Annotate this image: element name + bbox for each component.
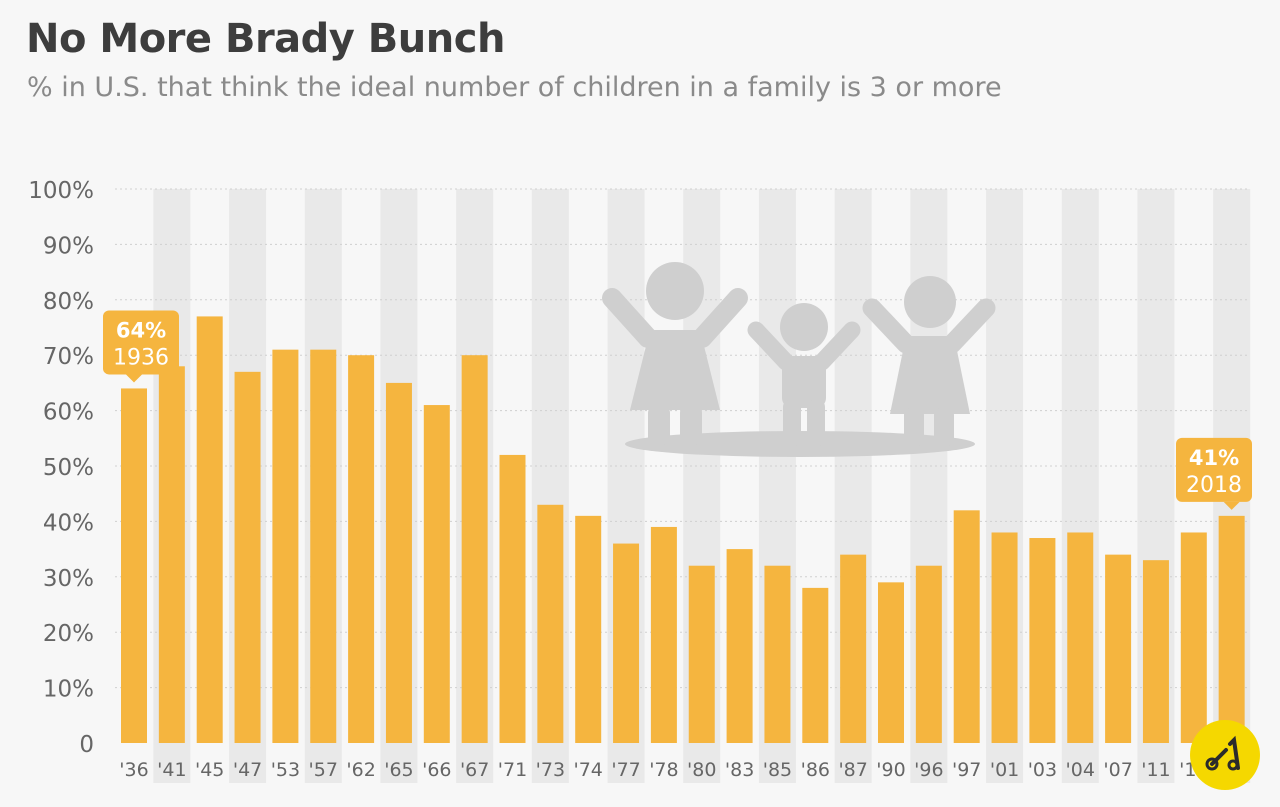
callout-year: 1936: [113, 345, 169, 370]
x-tick-label: '62: [346, 759, 375, 781]
bar: [1218, 515, 1245, 743]
x-tick-label: '80: [687, 759, 716, 781]
bar: [613, 543, 640, 743]
x-tick-label: '85: [763, 759, 792, 781]
y-tick-label: 90%: [43, 233, 94, 259]
bar: [688, 565, 715, 743]
bar: [158, 366, 185, 743]
bar: [991, 532, 1018, 743]
callout-year: 2018: [1186, 473, 1242, 498]
x-axis-labels: '36 '41 '45 '47 '53 '57 '62 '65 '66 '67 '71 '73 '74 '…: [119, 759, 1246, 781]
x-tick-label: '87: [838, 759, 867, 781]
bar: [1029, 538, 1056, 743]
callout-value: 64%: [116, 318, 166, 342]
x-tick-label: '96: [914, 759, 943, 781]
bar: [1180, 532, 1207, 743]
bar: [348, 355, 375, 743]
x-tick-label: '78: [649, 759, 678, 781]
x-tick-label: '41: [157, 759, 186, 781]
bar: [310, 349, 337, 743]
bar: [953, 510, 980, 743]
x-tick-label: '90: [876, 759, 905, 781]
x-tick-label: '04: [1066, 759, 1095, 781]
bar: [764, 565, 791, 743]
chart-title: No More Brady Bunch: [26, 16, 505, 62]
y-tick-label: 80%: [43, 289, 94, 315]
callout-box: [103, 310, 179, 375]
x-tick-label: '45: [195, 759, 224, 781]
brand-logo-icon: [1190, 720, 1260, 790]
y-axis-labels: 0 10% 20% 30% 40% 50% 60% 70% 80% 90% 100%: [28, 178, 94, 758]
bar: [575, 515, 602, 743]
y-tick-label: 100%: [28, 178, 94, 204]
bars: [121, 316, 1245, 743]
gridlines: [115, 188, 1250, 689]
bar: [499, 454, 526, 743]
x-tick-label: '11: [1141, 759, 1170, 781]
x-tick-label: '77: [611, 759, 640, 781]
callout-value: 41%: [1189, 446, 1239, 470]
x-tick-label: '86: [801, 759, 830, 781]
x-tick-label: '74: [573, 759, 602, 781]
y-tick-label: 20%: [43, 621, 94, 647]
bar: [272, 349, 299, 743]
bar: [915, 565, 942, 743]
x-tick-label: '07: [1103, 759, 1132, 781]
y-tick-label: 50%: [43, 455, 94, 481]
x-tick-label: '03: [1028, 759, 1057, 781]
bar: [385, 382, 412, 743]
bar: [234, 371, 261, 743]
bar: [650, 526, 677, 743]
bar: [1142, 560, 1169, 743]
callout-pointer: [1223, 501, 1240, 510]
bar: [461, 355, 488, 743]
bar: [726, 549, 753, 743]
bar: [1105, 554, 1132, 743]
x-tick-label: '73: [536, 759, 565, 781]
x-tick-label: '57: [309, 759, 338, 781]
y-tick-label: 70%: [43, 344, 94, 370]
x-tick-label: '53: [271, 759, 300, 781]
x-tick-label: '65: [384, 759, 413, 781]
y-tick-label: 60%: [43, 400, 94, 426]
callouts: 64% 1936 41% 2018: [103, 310, 1252, 510]
bar: [840, 554, 867, 743]
y-tick-label: 40%: [43, 510, 94, 536]
bar: [196, 316, 223, 743]
x-tick-label: '01: [990, 759, 1019, 781]
bar: [537, 504, 564, 743]
bar: [802, 587, 829, 743]
three-children-icon: [602, 262, 996, 457]
x-tick-label: '83: [725, 759, 754, 781]
x-tick-label: '67: [460, 759, 489, 781]
bar: [1067, 532, 1094, 743]
x-tick-label: '66: [422, 759, 451, 781]
callout-pointer: [126, 374, 142, 383]
bar: [878, 582, 904, 743]
bar: [121, 388, 147, 743]
chart-subtitle: % in U.S. that think the ideal number of…: [27, 72, 1002, 103]
callout-box: [1176, 437, 1252, 502]
x-tick-label: '71: [498, 759, 527, 781]
x-tick-label: '97: [952, 759, 981, 781]
y-tick-label: 0: [79, 732, 94, 758]
bar: [423, 405, 450, 743]
x-tick-label: '47: [233, 759, 262, 781]
y-tick-label: 30%: [43, 566, 94, 592]
x-tick-label: '36: [119, 759, 148, 781]
y-tick-label: 10%: [43, 677, 94, 703]
